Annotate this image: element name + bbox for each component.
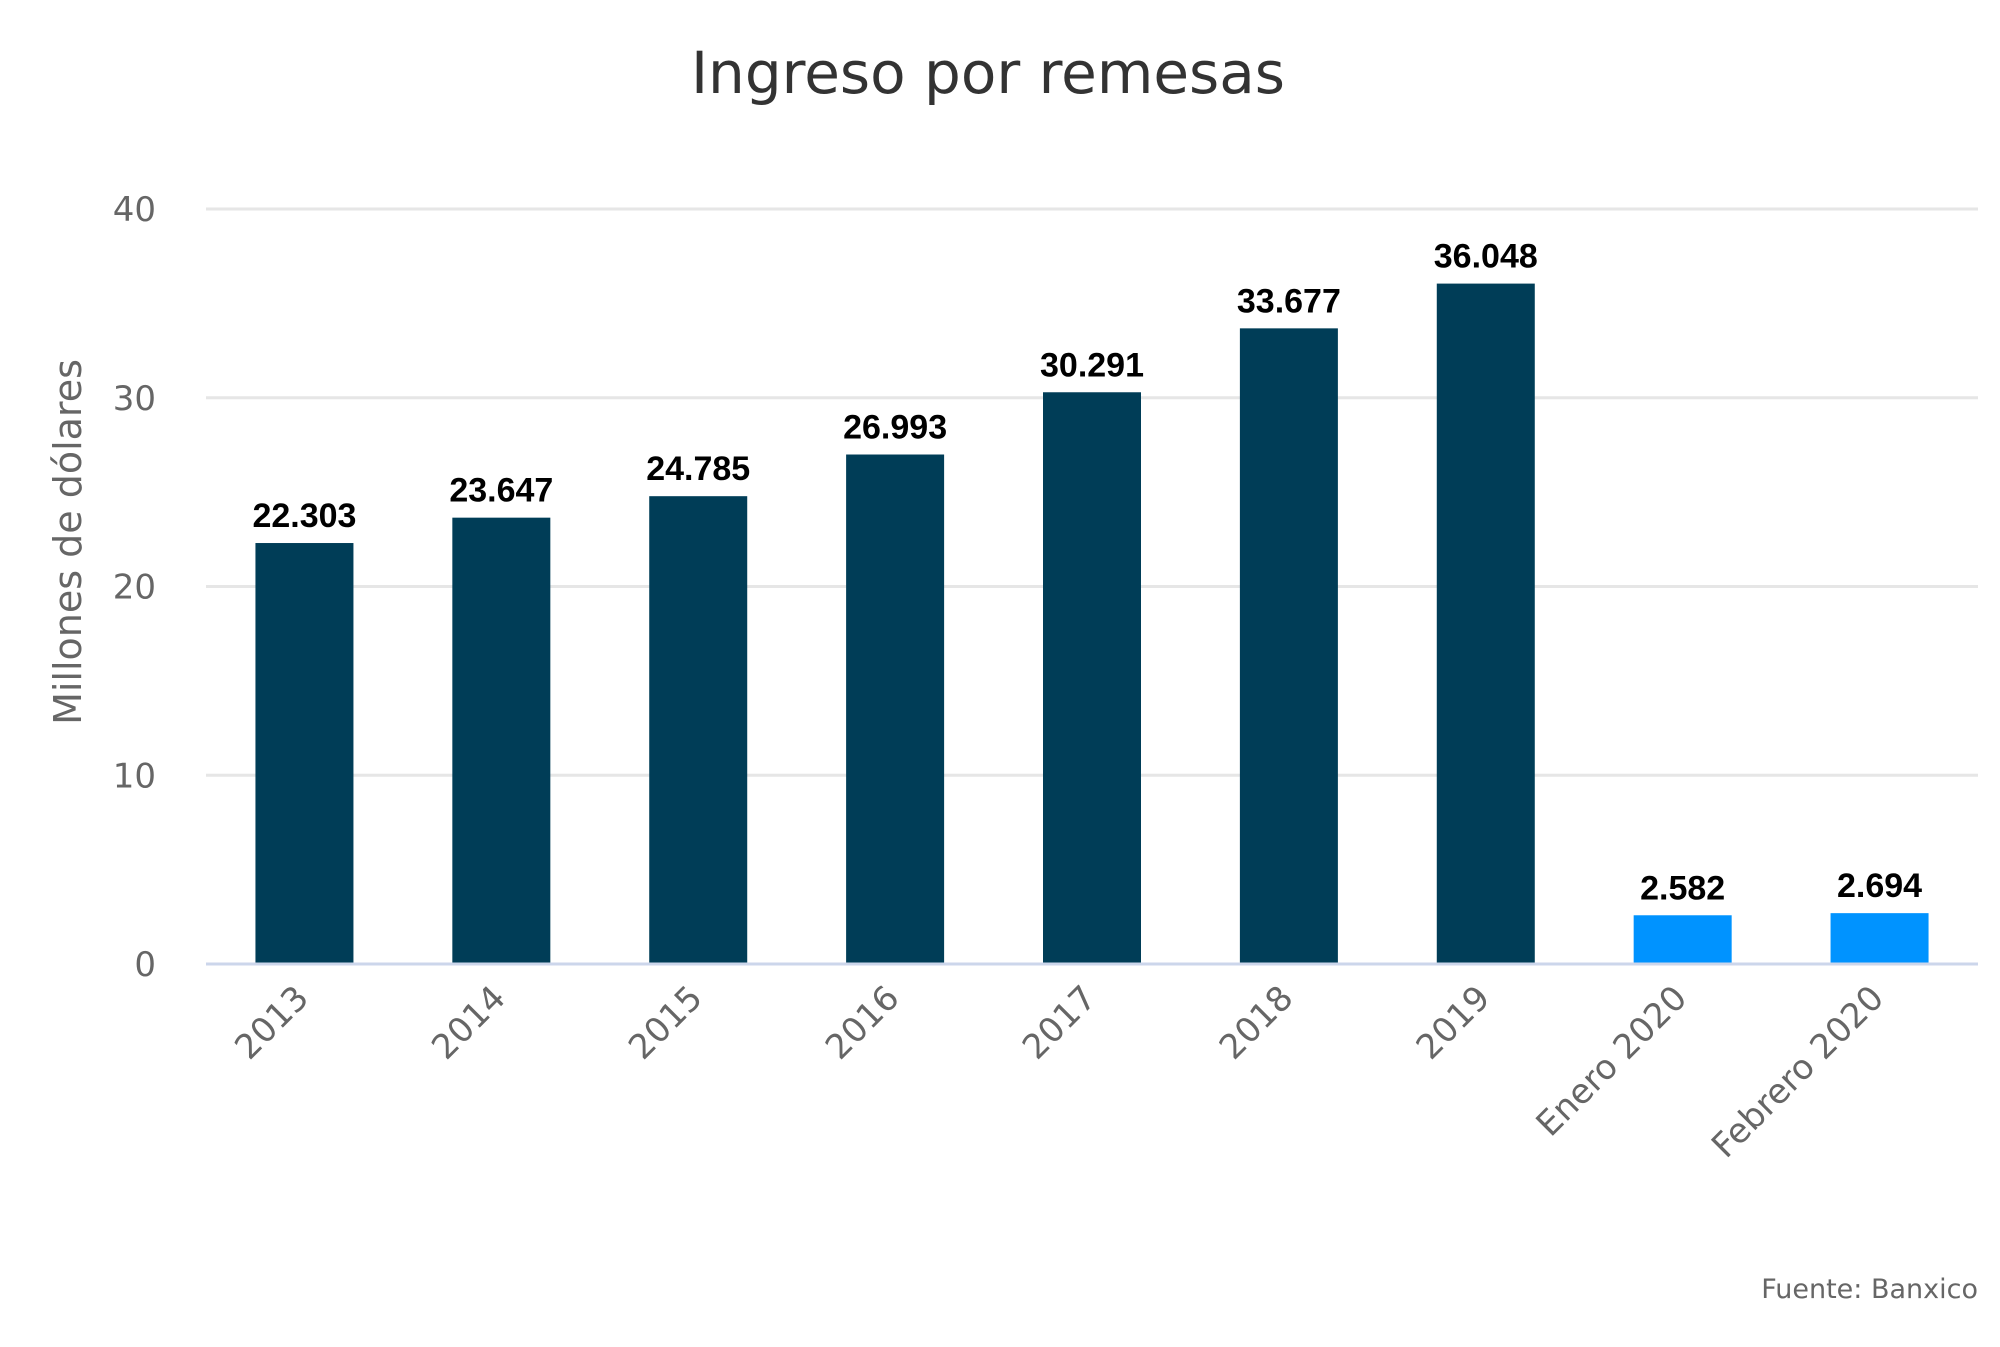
x-tick-label: 2015	[621, 978, 710, 1067]
bar	[452, 517, 551, 964]
source-credit: Fuente: Banxico	[1761, 1274, 1978, 1305]
bar	[255, 543, 354, 964]
y-tick-label: 30	[113, 379, 156, 419]
x-axis-ticks: 2013 2014 2015 2016 2017 2018 2019 Enero 2020 Fe…	[227, 978, 1892, 1166]
x-tick-label: 2018	[1212, 978, 1301, 1067]
chart-title: Ingreso por remesas	[691, 39, 1285, 107]
bars	[255, 283, 1929, 964]
data-label: 2.694	[1837, 867, 1922, 905]
data-label: 23.647	[449, 472, 553, 510]
data-label: 30.291	[1040, 346, 1144, 384]
x-tick-label: Febrero 2020	[1704, 978, 1892, 1166]
data-label: 22.303	[252, 497, 356, 535]
bar	[1830, 913, 1929, 964]
y-tick-label: 10	[113, 756, 156, 796]
x-tick-label: 2017	[1015, 978, 1104, 1067]
y-tick-label: 40	[113, 190, 156, 230]
data-label: 2.582	[1640, 869, 1725, 907]
y-tick-label: 20	[113, 568, 156, 608]
data-label: 33.677	[1237, 282, 1341, 320]
x-tick-label: 2016	[818, 978, 907, 1067]
x-tick-label: 2013	[227, 978, 316, 1067]
bar	[649, 496, 748, 964]
bar	[1633, 915, 1732, 964]
bar	[1043, 392, 1141, 964]
data-label: 26.993	[843, 409, 947, 447]
bar	[1436, 283, 1535, 964]
y-axis-label: Millones de dólares	[46, 359, 90, 725]
x-tick-label: 2014	[424, 978, 513, 1067]
data-labels: 22.303 23.647 24.785 26.993 30.291 33.677 36.0…	[252, 238, 1922, 908]
x-tick-label: 2019	[1409, 978, 1498, 1067]
bar	[846, 454, 945, 964]
bar	[1239, 328, 1338, 964]
data-label: 24.785	[646, 450, 750, 488]
y-tick-label: 0	[134, 945, 156, 985]
y-axis-ticks: 0 10 20 30 40	[113, 190, 156, 985]
data-label: 36.048	[1434, 238, 1538, 276]
x-tick-label: Enero 2020	[1529, 978, 1695, 1144]
